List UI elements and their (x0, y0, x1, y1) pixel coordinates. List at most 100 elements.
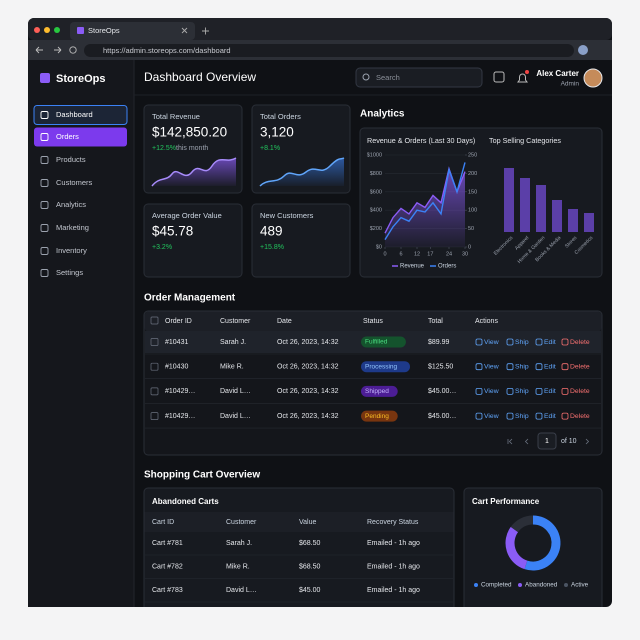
column-header: Recovery Status (367, 519, 419, 526)
action-icon (475, 387, 483, 395)
status: Fulfilled (365, 339, 388, 346)
stat-change: +3.2% (152, 244, 172, 251)
action[interactable]: Delete (570, 339, 590, 346)
y-tick-label: $200 (370, 226, 382, 232)
page-box[interactable] (537, 432, 557, 450)
search-box[interactable] (355, 67, 483, 88)
profile[interactable] (578, 45, 588, 55)
tab-controls[interactable] (181, 27, 209, 35)
pager-arrows[interactable] (507, 438, 590, 445)
action[interactable]: Ship (515, 413, 529, 420)
status-pill (361, 336, 406, 348)
min-dot[interactable] (44, 27, 50, 33)
backdrop-bottom (0, 607, 640, 640)
table-header (144, 311, 602, 332)
action[interactable]: Delete (570, 363, 590, 370)
tab[interactable] (70, 22, 195, 40)
checkbox[interactable] (150, 412, 159, 420)
x-tick-label: 24 (446, 251, 452, 257)
chart-title: Revenue & Orders (Last 30 Days) (367, 136, 475, 145)
action[interactable]: Ship (515, 388, 529, 395)
menu-active[interactable] (33, 105, 128, 125)
menu-selected[interactable] (34, 127, 127, 147)
cell: Oct 26, 2023, 14:32 (277, 388, 339, 395)
y2-tick-label: 0 (468, 244, 471, 250)
menu-icon (40, 247, 49, 255)
close-dot[interactable] (34, 27, 40, 33)
carts-header (144, 512, 454, 532)
menu-icon (40, 133, 49, 141)
action[interactable]: Edit (544, 413, 556, 420)
checkbox[interactable] (150, 387, 159, 396)
action-icon (535, 338, 543, 346)
action[interactable]: View (484, 363, 499, 370)
y2-tick-label: 50 (468, 226, 474, 232)
checkbox[interactable] (150, 316, 159, 325)
stat-label: New Customers (260, 211, 314, 220)
action[interactable]: Ship (515, 363, 529, 370)
cell: #10431 (165, 339, 188, 346)
cell: Mike R. (226, 563, 250, 570)
analytics-panel (359, 127, 603, 278)
action[interactable]: Edit (544, 339, 556, 346)
action-icon (561, 412, 569, 420)
stat-card (143, 203, 243, 278)
checkbox[interactable] (150, 362, 159, 371)
bell-icon[interactable] (517, 73, 528, 83)
status-pill (361, 410, 398, 422)
action[interactable]: Delete (570, 413, 590, 420)
cell: Cart #782 (152, 563, 183, 570)
y-tick-label: $0 (376, 244, 382, 250)
brand-logo (40, 73, 50, 83)
stat-card (251, 203, 351, 278)
bar (504, 168, 514, 232)
stat-value: $142,850.20 (152, 125, 227, 140)
cart-performance-panel (463, 487, 603, 614)
stat-change: +12.5% (152, 145, 176, 152)
action[interactable]: View (484, 339, 499, 346)
action[interactable]: Edit (544, 388, 556, 395)
checkbox[interactable] (150, 338, 159, 346)
action-icon (506, 338, 514, 346)
page-total: of 10 (561, 438, 577, 445)
column-header: Value (299, 519, 316, 526)
menu-icon (40, 224, 49, 232)
page-title: Dashboard Overview (144, 70, 256, 84)
menu-icon (40, 269, 49, 277)
cell: Sarah J. (220, 339, 246, 346)
cell: Oct 26, 2023, 14:32 (277, 413, 339, 420)
donut-segment (510, 515, 534, 533)
cell: $89.99 (428, 339, 450, 346)
stat-note: this month (176, 145, 208, 152)
legend-label: Orders (438, 264, 456, 270)
bar (552, 200, 562, 232)
status: Shipped (365, 388, 389, 395)
status: Processing (365, 363, 398, 370)
action[interactable]: Edit (544, 363, 556, 370)
help-icon[interactable] (493, 71, 505, 83)
brand: StoreOps (56, 73, 106, 85)
max-dot[interactable] (54, 27, 60, 33)
nav-arrows[interactable] (35, 46, 62, 54)
stat-label: Total Orders (260, 112, 301, 121)
avatar[interactable] (583, 68, 603, 88)
column-header: Total (428, 318, 443, 325)
cell: Cart #781 (152, 540, 183, 547)
cell: David L… (220, 413, 251, 420)
url-field[interactable] (84, 44, 574, 57)
donut-segment (524, 515, 561, 571)
stat-value: 3,120 (260, 125, 294, 140)
y2-tick-label: 200 (468, 171, 477, 177)
action[interactable]: Delete (570, 388, 590, 395)
action[interactable]: View (484, 413, 499, 420)
action[interactable]: Ship (515, 339, 529, 346)
notification-dot (525, 70, 529, 74)
reload[interactable] (69, 46, 77, 54)
action-icon (475, 338, 483, 346)
cell: #10430 (165, 364, 188, 371)
tab-icon (77, 27, 84, 34)
action[interactable]: View (484, 388, 499, 395)
cell: $45.00… (428, 413, 456, 420)
menu-item: Orders (56, 132, 79, 141)
